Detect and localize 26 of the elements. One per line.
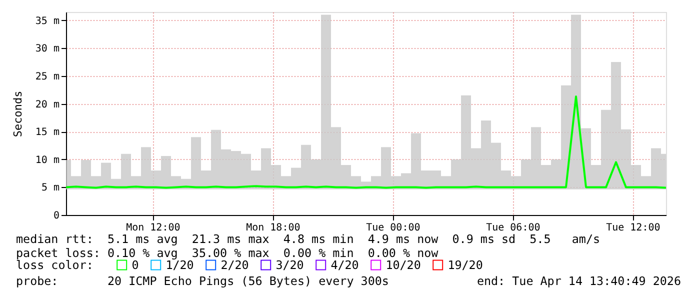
legend-label: 2/20 <box>220 258 249 272</box>
y-tick-label: 20 m <box>35 99 60 110</box>
x-tick-label: Mon 12:00 <box>126 222 180 234</box>
y-tick-label: 25 m <box>35 71 60 82</box>
legend-label: 0 <box>132 258 139 272</box>
y-axis-title: Seconds <box>11 90 24 138</box>
x-tick-label: Tue 12:00 <box>606 222 660 234</box>
text: packet loss: 0.10 % avg 35.00 % max 0.00 % min 0.00 % now <box>16 246 440 260</box>
legend-label: 1/20 <box>166 258 194 272</box>
x-tick-label: Tue 06:00 <box>486 222 540 234</box>
legend-label: 4/20 <box>330 258 359 272</box>
y-tick-label: 10 m <box>35 154 60 166</box>
text: median rtt: 5.1 ms avg 21.3 ms max 4.8 ms min 4.9 ms now 0.9 ms sd 5.5 am/s <box>16 232 600 246</box>
y-tick-label: 0 <box>53 210 60 222</box>
x-tick-label: Mon 18:00 <box>246 222 300 234</box>
y-tick-label: 35 m <box>35 16 60 27</box>
legend-title: loss color: <box>16 258 94 272</box>
legend-label: 10/20 <box>386 258 421 272</box>
text: probe: 20 ICMP Echo Pings (56 Bytes) every 300s <box>16 274 389 288</box>
legend-label: 19/20 <box>448 258 483 272</box>
x-tick-label: Tue 00:00 <box>366 222 420 234</box>
text: end: Tue Apr 14 13:40:49 2026 <box>476 274 681 288</box>
y-tick-label: 30 m <box>35 44 60 55</box>
legend-label: 3/20 <box>276 258 304 272</box>
y-tick-label: 5 m <box>41 182 60 194</box>
y-tick-label: 15 m <box>35 127 60 138</box>
